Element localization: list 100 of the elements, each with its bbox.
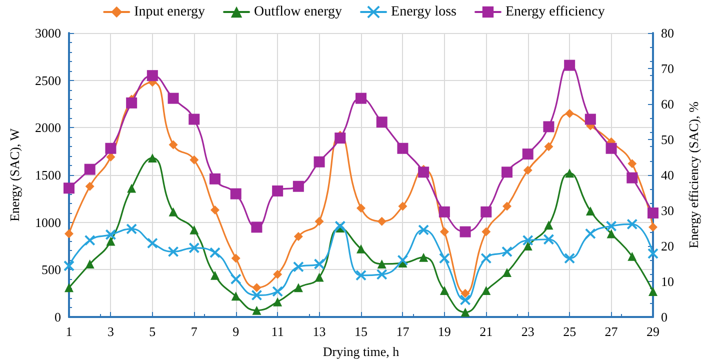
- point: [543, 121, 554, 132]
- point: [84, 164, 96, 175]
- y2-tick-label: 0: [661, 310, 668, 324]
- point: [252, 283, 262, 292]
- point: [502, 246, 512, 258]
- point: [146, 238, 158, 249]
- y-tick-label: 2500: [35, 72, 61, 88]
- point: [564, 60, 576, 71]
- point: [398, 202, 408, 211]
- point: [628, 252, 637, 261]
- point: [565, 168, 574, 178]
- point: [356, 204, 366, 213]
- point: [292, 261, 304, 272]
- point: [480, 252, 492, 264]
- x-tick-label: 5: [149, 324, 156, 339]
- point: [397, 142, 408, 154]
- point: [231, 254, 240, 263]
- x-tick-label: 25: [563, 324, 576, 339]
- y-tick-label: 3000: [35, 26, 61, 40]
- point: [292, 180, 304, 192]
- point: [606, 229, 616, 238]
- point: [482, 227, 491, 236]
- point: [168, 246, 179, 258]
- point: [85, 182, 94, 191]
- point: [522, 148, 534, 160]
- point: [190, 225, 199, 234]
- legend-label: Energy loss: [391, 4, 456, 20]
- point: [210, 173, 220, 184]
- legend-label: Input energy: [134, 4, 206, 20]
- y2-tick-label: 80: [661, 26, 674, 40]
- point: [565, 108, 574, 118]
- point: [356, 270, 366, 281]
- x-tick-label: 27: [604, 324, 618, 339]
- point: [460, 288, 470, 298]
- point: [314, 156, 325, 168]
- x-tick-label: 9: [232, 324, 240, 339]
- point: [106, 152, 116, 162]
- point: [564, 252, 576, 264]
- legend-label: Outflow energy: [254, 4, 342, 20]
- point: [314, 258, 325, 270]
- point: [460, 308, 470, 317]
- point: [606, 220, 617, 232]
- point: [210, 206, 220, 215]
- x-tick-label: 3: [107, 324, 114, 339]
- point: [85, 259, 94, 268]
- point: [376, 268, 388, 280]
- y-tick-label: 1500: [35, 168, 61, 182]
- point: [440, 286, 449, 295]
- x-tick-label: 13: [312, 324, 326, 339]
- point: [273, 270, 282, 279]
- point: [272, 185, 284, 196]
- x-tick-label: 7: [190, 324, 198, 339]
- point: [188, 242, 200, 254]
- point: [586, 206, 595, 216]
- x-tick-label: 23: [521, 324, 534, 339]
- point: [64, 229, 74, 238]
- point: [584, 114, 596, 125]
- point: [648, 207, 658, 218]
- point: [230, 274, 242, 285]
- point: [626, 218, 638, 230]
- point: [84, 234, 96, 246]
- point: [544, 142, 554, 152]
- x-tick-label: 29: [646, 324, 660, 339]
- point: [482, 286, 491, 295]
- point: [356, 92, 366, 104]
- point: [419, 252, 428, 262]
- legend-label: Energy efficiency: [505, 4, 605, 20]
- point: [106, 236, 116, 246]
- point: [356, 244, 366, 254]
- point: [105, 229, 116, 240]
- point: [126, 97, 138, 108]
- point: [376, 116, 388, 128]
- point: [418, 224, 430, 236]
- y-tick-label: 1000: [35, 214, 61, 230]
- point: [251, 222, 262, 233]
- point: [648, 222, 658, 232]
- point: [64, 283, 74, 292]
- y2-tick-label: 10: [661, 274, 674, 289]
- point: [377, 259, 386, 268]
- point: [502, 268, 512, 278]
- point: [377, 216, 386, 226]
- point: [502, 202, 512, 211]
- y2-tick-label: 70: [661, 61, 674, 76]
- point: [544, 220, 554, 230]
- point: [188, 114, 200, 125]
- point: [168, 92, 179, 104]
- point: [626, 172, 638, 184]
- point: [190, 155, 199, 164]
- point: [523, 242, 532, 250]
- point: [126, 223, 138, 234]
- y2-tick-label: 60: [661, 96, 674, 112]
- point: [523, 166, 532, 175]
- x-tick-label: 1: [66, 324, 72, 339]
- point: [210, 247, 220, 258]
- y-tick-label: 2000: [35, 120, 61, 136]
- y-tick-label: 500: [42, 262, 61, 278]
- point: [584, 228, 596, 240]
- x-tick-label: 21: [480, 324, 493, 339]
- point: [168, 207, 178, 216]
- y2-tick-label: 20: [661, 238, 674, 254]
